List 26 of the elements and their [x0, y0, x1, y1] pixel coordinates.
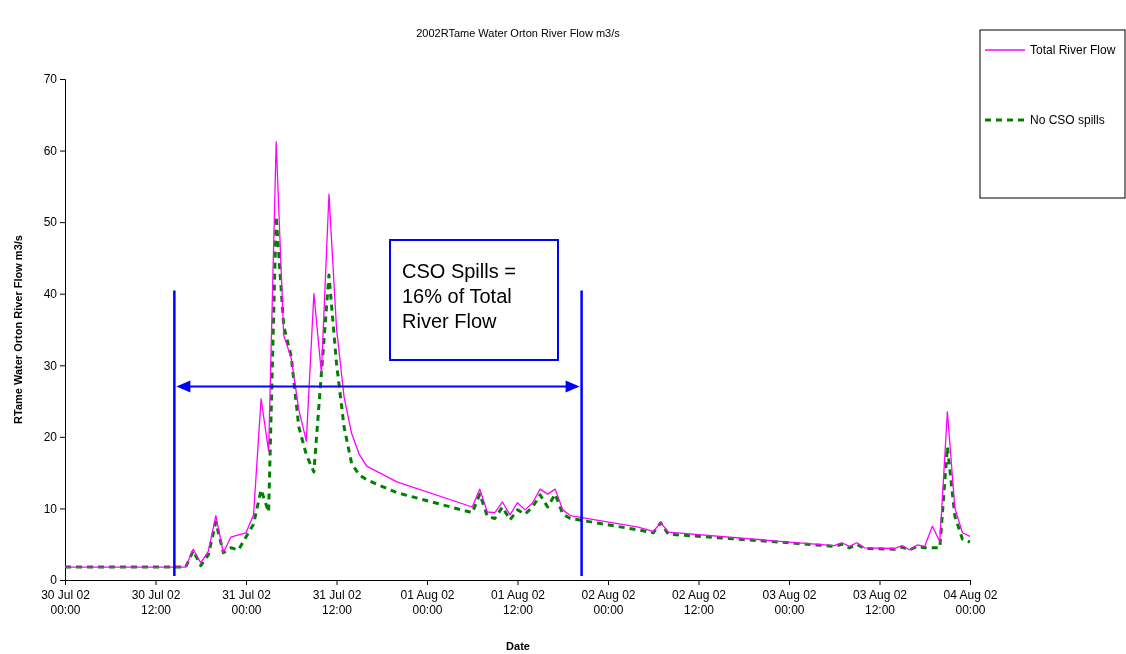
x-tick-label: 03 Aug 02 12:00 [852, 587, 908, 617]
legend-label: Total River Flow [1030, 43, 1116, 57]
x-tick-label: 01 Aug 02 00:00 [400, 587, 455, 617]
y-tick-label: 50 [43, 215, 58, 230]
y-tick-label: 0 [50, 573, 58, 588]
x-tick-label: 31 Jul 02 12:00 [312, 587, 362, 617]
x-tick-label: 01 Aug 02 12:00 [490, 587, 546, 617]
x-tick-label: 04 Aug 02 00:00 [943, 587, 998, 617]
y-tick-label: 70 [43, 72, 58, 87]
y-tick-label: 20 [43, 430, 58, 445]
x-tick-label: 30 Jul 02 12:00 [131, 587, 181, 617]
y-tick-label: 60 [43, 143, 58, 158]
x-tick-label: 02 Aug 02 12:00 [671, 587, 727, 617]
x-axis-title: Date [506, 640, 530, 652]
line-series [64, 141, 971, 568]
x-tick-label: 31 Jul 02 00:00 [222, 587, 272, 617]
legend-label: No CSO spills [1030, 113, 1105, 127]
y-tick-label: 10 [43, 501, 58, 516]
x-tick-label: 30 Jul 02 00:00 [41, 587, 91, 617]
y-tick-label: 40 [43, 287, 58, 302]
x-tick-label: 02 Aug 02 00:00 [581, 587, 636, 617]
y-axis-title: RTame Water Orton River Flow m3/s [12, 235, 24, 424]
y-tick-label: 30 [43, 358, 58, 373]
chart-title: 2002RTame Water Orton River Flow m3/s [416, 27, 621, 39]
annotation: CSO Spills = 16% of Total River Flow [402, 260, 516, 332]
x-tick-label: 03 Aug 02 00:00 [762, 587, 817, 617]
